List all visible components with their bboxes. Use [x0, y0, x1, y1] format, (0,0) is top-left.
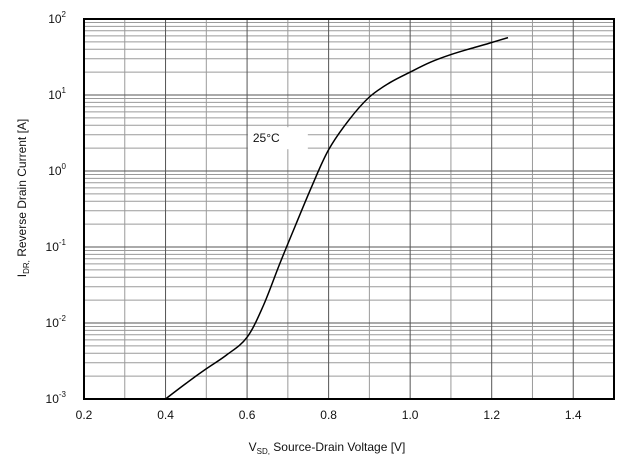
temperature-annotation: 25°C [253, 131, 280, 145]
annotation-background [247, 127, 308, 150]
y-tick-label: 101 [48, 86, 66, 102]
series-line [165, 36, 509, 400]
x-tick-label: 0.8 [320, 408, 337, 422]
series-layer [165, 36, 509, 400]
major-grid [84, 19, 614, 399]
y-tick-label: 10-2 [46, 314, 67, 330]
x-tick-label: 1.0 [402, 408, 419, 422]
x-tick-label: 0.2 [76, 408, 93, 422]
y-tick-label: 10-3 [46, 390, 67, 406]
x-tick-label: 0.4 [157, 408, 174, 422]
x-tick-label: 1.2 [483, 408, 500, 422]
minor-grid [84, 19, 614, 399]
y-tick-label: 100 [48, 162, 66, 178]
y-axis-label: IDR, Reverse Drain Current [A] [15, 119, 31, 278]
plot-frame [83, 18, 615, 400]
annotations: 25°C [247, 127, 308, 150]
y-tick-labels: 10-3 10-2 10-1 100 101 102 [46, 10, 67, 406]
y-tick-label: 102 [48, 10, 66, 26]
x-tick-label: 0.6 [239, 408, 256, 422]
x-tick-labels: 0.2 0.4 0.6 0.8 1.0 1.2 1.4 [76, 408, 582, 422]
y-tick-label: 10-1 [46, 238, 67, 254]
x-axis-label: VSD, Source-Drain Voltage [V] [249, 440, 406, 456]
x-tick-label: 1.4 [565, 408, 582, 422]
